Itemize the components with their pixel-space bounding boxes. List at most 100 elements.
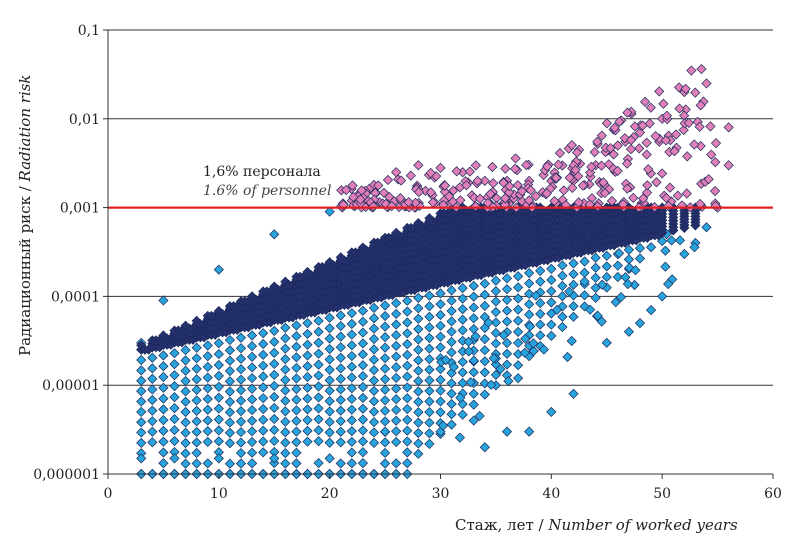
scatter-point — [614, 116, 625, 127]
scatter-point — [520, 333, 531, 344]
scatter-point — [435, 309, 446, 321]
scatter-point — [490, 296, 502, 307]
scatter-point — [368, 437, 380, 448]
scatter-point — [446, 388, 457, 399]
scatter-point — [479, 356, 490, 367]
scatter-point — [346, 404, 357, 415]
scatter-point — [402, 360, 413, 371]
scatter-point — [689, 242, 700, 253]
scatter-point — [246, 341, 258, 352]
scatter-point — [169, 403, 180, 414]
scatter-point — [501, 273, 513, 284]
scatter-point — [661, 110, 672, 121]
scatter-point — [136, 453, 147, 464]
scatter-point — [158, 295, 169, 306]
scatter-point — [673, 82, 685, 93]
scatter-point — [147, 373, 158, 384]
scatter-point — [291, 405, 302, 416]
scatter-point — [609, 122, 620, 133]
scatter-point — [269, 347, 280, 358]
scatter-point — [368, 385, 380, 397]
scatter-point — [280, 458, 291, 469]
scatter-point — [672, 190, 683, 201]
scatter-point — [224, 355, 236, 366]
scatter-point — [335, 331, 346, 342]
scatter-point — [379, 363, 391, 374]
scatter-point — [384, 191, 395, 203]
scatter-point — [180, 417, 191, 428]
scatter-point — [457, 367, 468, 378]
scatter-point — [486, 379, 497, 390]
scatter-point — [357, 360, 369, 371]
scatter-point — [663, 278, 674, 290]
scatter-point — [457, 304, 468, 315]
scatter-point — [191, 384, 202, 395]
scatter-point — [622, 158, 633, 169]
scatter-point — [180, 375, 191, 387]
scatter-point — [341, 184, 352, 196]
scatter-point — [136, 386, 147, 397]
scatter-point — [599, 187, 610, 199]
scatter-point — [457, 283, 468, 294]
scatter-point — [524, 278, 535, 289]
scatter-point — [368, 416, 380, 428]
scatter-point — [291, 394, 302, 405]
scatter-point — [551, 172, 562, 183]
scatter-point — [474, 410, 485, 422]
scatter-point — [487, 161, 498, 173]
scatter-point — [577, 180, 589, 191]
scatter-point — [202, 383, 213, 394]
scatter-point — [623, 244, 635, 255]
scatter-point — [191, 353, 202, 364]
scatter-point — [455, 392, 466, 403]
scatter-point — [302, 415, 313, 426]
scatter-point — [535, 330, 546, 341]
scatter-point — [424, 375, 435, 386]
scatter-point — [391, 351, 402, 362]
scatter-point — [516, 186, 528, 197]
scatter-point — [553, 159, 564, 170]
scatter-point — [598, 177, 609, 188]
scatter-point — [479, 442, 490, 453]
scatter-point — [603, 184, 615, 195]
scatter-point — [457, 293, 468, 304]
scatter-point — [280, 354, 291, 365]
scatter-point — [391, 436, 402, 448]
scatter-point — [147, 384, 158, 395]
scatter-point — [440, 354, 451, 366]
scatter-point — [291, 352, 302, 363]
scatter-point — [637, 120, 648, 131]
scatter-point — [557, 321, 568, 333]
scatter-point — [542, 161, 553, 172]
scatter-point — [424, 364, 435, 375]
scatter-point — [202, 393, 213, 405]
scatter-point — [191, 437, 202, 448]
scatter-point — [335, 363, 346, 374]
scatter-point — [180, 365, 191, 376]
scatter-point — [346, 308, 357, 319]
scatter-point — [379, 416, 391, 427]
scatter-point — [643, 164, 654, 175]
scatter-point — [246, 383, 258, 394]
scatter-point — [235, 395, 247, 406]
scatter-point — [302, 382, 313, 393]
scatter-point — [346, 383, 357, 394]
scatter-point — [468, 291, 479, 302]
scatter-point — [538, 344, 549, 355]
scatter-point — [224, 458, 236, 469]
scatter-point — [258, 328, 269, 339]
scatter-point — [571, 147, 583, 158]
scatter-point — [446, 295, 457, 306]
scatter-point — [357, 447, 369, 458]
scatter-point — [180, 427, 191, 438]
scatter-point — [379, 447, 391, 459]
scatter-point — [335, 437, 346, 448]
scatter-point — [368, 344, 380, 355]
scatter-point — [568, 258, 579, 269]
scatter-point — [479, 389, 490, 400]
scatter-point — [435, 162, 446, 173]
scatter-point — [379, 332, 391, 343]
scatter-point — [413, 160, 424, 171]
scatter-point — [490, 306, 502, 318]
scatter-point — [355, 194, 366, 205]
